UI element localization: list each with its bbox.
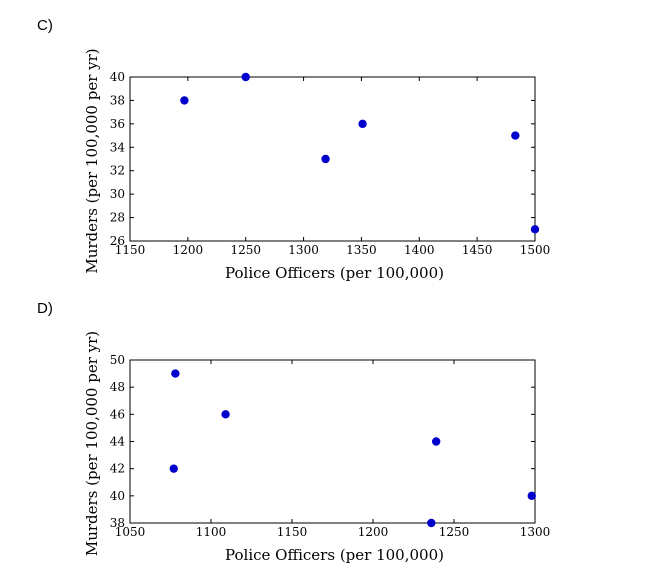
chart-c-y-tick-label: 34	[110, 140, 126, 154]
chart-d-y-axis-label: Murders (per 100,000 per yr)	[83, 331, 101, 556]
chart-c-y-tick-label: 38	[110, 93, 125, 107]
chart-d-x-tick-label: 1100	[196, 525, 227, 539]
chart-c-x-tick-label: 1350	[346, 243, 377, 257]
chart-c-x-tick-label: 1250	[230, 243, 261, 257]
chart-d-y-tick-label: 48	[110, 380, 125, 394]
chart-c-y-axis-label: Murders (per 100,000 per yr)	[83, 48, 101, 273]
chart-d-y-tick-label: 42	[110, 462, 125, 476]
chart-c-x-tick-label: 1150	[115, 243, 146, 257]
panel-label-d: D)	[37, 300, 53, 317]
chart-c-y-tick-label: 32	[110, 164, 125, 178]
chart-c-y-tick-label: 36	[110, 117, 125, 131]
chart-c-x-axis-label: Police Officers (per 100,000)	[225, 264, 444, 282]
chart-c-plot-frame	[129, 76, 536, 242]
chart-c-y-tick-label: 26	[110, 234, 125, 248]
chart-d-data-point	[171, 369, 180, 378]
chart-d-data-point	[427, 518, 436, 528]
chart-d-x-axis-label: Police Officers (per 100,000)	[225, 546, 444, 564]
chart-c-y-tick-label: 30	[110, 187, 125, 201]
chart-c-data-point	[530, 225, 540, 234]
chart-c-x-tick-label: 1500	[520, 243, 551, 257]
chart-d-data-point	[527, 491, 536, 501]
chart-c-data-point	[511, 131, 520, 140]
chart-c-x-tick-label: 1400	[404, 243, 435, 257]
chart-d-y-tick-label: 38	[110, 516, 125, 530]
chart-d-data-point	[431, 437, 441, 446]
chart-c-data-point	[180, 96, 189, 105]
chart-d-x-tick-label: 1200	[358, 525, 389, 539]
chart-d-y-tick-label: 44	[110, 435, 126, 449]
chart-d-data-point	[221, 410, 230, 419]
chart-c-data-point	[241, 72, 250, 82]
chart-d-y-tick-label: 40	[110, 489, 125, 503]
chart-c-x-tick-label: 1200	[173, 243, 204, 257]
panel-label-c: C)	[37, 17, 53, 34]
chart-d-y-tick-label: 50	[110, 353, 125, 367]
chart-d-x-tick-label: 1150	[277, 525, 308, 539]
chart-c-data-point	[358, 119, 367, 129]
chart-d-x-tick-label: 1050	[115, 525, 146, 539]
chart-d-x-tick-label: 1250	[439, 525, 470, 539]
chart-d-y-tick-label: 46	[110, 407, 125, 421]
chart-c-x-tick-label: 1450	[462, 243, 493, 257]
chart-c-y-tick-label: 40	[110, 70, 125, 84]
chart-d-plot-frame	[129, 359, 536, 524]
chart-c-x-tick-label: 1300	[288, 243, 319, 257]
chart-c-y-tick-label: 28	[110, 211, 125, 225]
chart-d-data-point	[169, 464, 178, 473]
chart-c-data-point	[321, 154, 330, 164]
chart-d-x-tick-label: 1300	[520, 525, 551, 539]
